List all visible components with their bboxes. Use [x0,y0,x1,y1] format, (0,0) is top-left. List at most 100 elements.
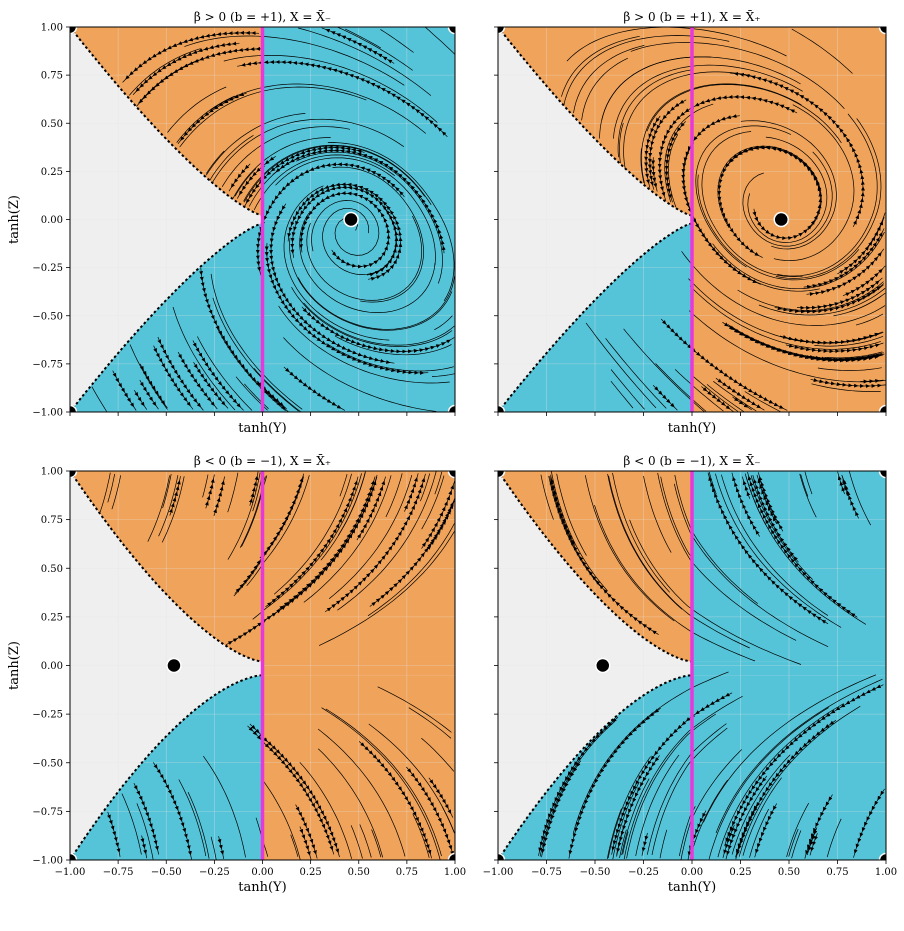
streamline [283,366,346,411]
streamline [434,471,443,495]
x-tick-label: 0.25 [299,867,321,878]
streamline [833,295,882,317]
corner-point [878,27,886,35]
streamline [708,471,717,495]
streamline [697,174,860,281]
y-tick-label: 0.00 [41,215,63,226]
streamline [585,322,657,409]
streamline [210,836,217,860]
streamline [369,498,455,607]
y-axis-label: tanh(Z) [7,195,22,244]
streamline [581,57,628,121]
y-tick-label: 0.25 [41,167,63,178]
streamline [728,325,885,362]
streamline [91,386,107,412]
x-tick-label: −0.75 [531,867,562,878]
corner-point [70,27,78,35]
fixed-point [595,657,611,674]
streamline [275,157,436,266]
streamline [729,71,866,228]
streamline [203,755,246,858]
streamline [412,814,430,858]
corner-point [447,852,455,860]
streamline [619,122,624,164]
y-tick-label: 0.75 [41,515,63,526]
x-tick-label: −0.25 [628,867,659,878]
x-tick-label: 1.00 [875,867,897,878]
streamline [213,476,225,517]
streamline [199,267,289,412]
streamline [556,473,587,556]
y-tick-label: −1.00 [32,856,63,867]
streamline [652,384,678,411]
streamline [541,760,582,858]
lower-boundary [498,222,693,412]
streamline [139,379,159,410]
panel-1: 1.00 0.75 0.50 0.25 0.00 −0.25 −0.50 −0.75 −1.00… [7,9,456,436]
streamline [837,471,846,495]
streamline [404,473,419,512]
streamline [272,148,446,254]
streamline [212,118,404,182]
streamline [674,474,759,604]
streamline [184,35,405,86]
streamline [247,725,335,855]
streamline [428,777,454,818]
streamline [359,824,372,858]
x-tick-label: −0.50 [580,867,611,878]
y-tick-label: −0.50 [32,758,63,769]
streamline [644,115,661,188]
streamline [673,483,829,648]
x-tick-label: −0.50 [151,867,182,878]
streamline [217,836,225,859]
streamline [724,684,884,846]
streamline [563,35,730,106]
x-axis-label: tanh(Y) [238,880,286,895]
x-tick-label: −1.00 [55,867,86,878]
x-axis-label: tanh(Y) [238,421,286,436]
figure-caption [70,895,890,925]
y-tick-label: −0.50 [32,311,63,322]
streamline [107,473,116,503]
streamline [731,754,791,855]
corner-point [498,404,506,412]
streamline [321,707,441,860]
x-axis-label: tanh(Y) [668,421,716,436]
streamline [715,377,765,411]
corner-point [70,852,78,860]
x-tick-label: 0.75 [396,867,418,878]
streamline [660,476,693,558]
streamline [817,367,882,371]
streamline [712,231,885,290]
streamline [321,27,395,64]
streamline [133,782,160,855]
streamline [317,728,406,857]
streamline [147,475,170,542]
y-tick-label: −0.75 [32,359,63,370]
y-axis-label: tanh(Z) [7,641,22,690]
streamline [332,166,424,303]
fixed-point [343,211,359,228]
y-tick-label: 0.25 [41,612,63,623]
streamline [747,136,828,243]
streamline [121,793,142,855]
streamline [664,121,686,203]
streamline [157,336,204,411]
streamline [269,203,395,364]
streamline [291,287,453,347]
streamline [610,369,645,410]
upper-boundary [498,27,693,217]
streamline [350,825,363,859]
x-tick-label: 0.75 [826,867,848,878]
streamline [737,281,884,311]
streamline [337,471,437,611]
streamline [327,142,455,301]
y-tick-label: −0.75 [32,807,63,818]
streamline [158,475,179,537]
y-tick-label: −0.25 [32,710,63,721]
streamline [187,792,210,859]
streamline [136,803,154,860]
streamline [758,288,886,316]
y-tick-label: 0.75 [41,71,63,82]
